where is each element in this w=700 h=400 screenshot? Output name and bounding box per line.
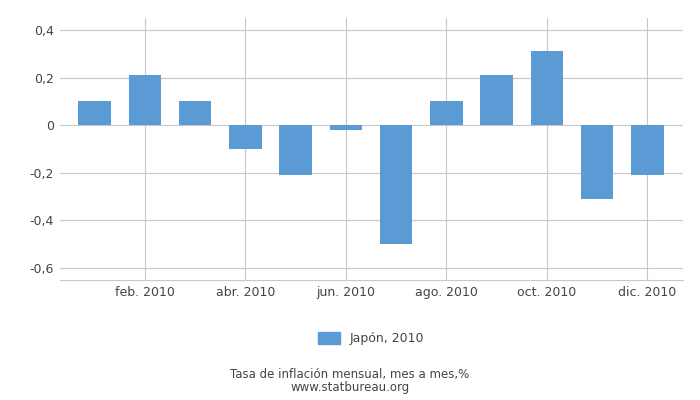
Bar xyxy=(229,125,262,149)
Bar xyxy=(78,101,111,125)
Text: www.statbureau.org: www.statbureau.org xyxy=(290,381,410,394)
Bar xyxy=(581,125,613,199)
Bar xyxy=(480,75,513,125)
Bar xyxy=(178,101,211,125)
Bar xyxy=(430,101,463,125)
Bar xyxy=(279,125,312,175)
Bar xyxy=(631,125,664,175)
Bar xyxy=(330,125,362,130)
Bar xyxy=(129,75,161,125)
Bar xyxy=(380,125,412,244)
Bar xyxy=(531,51,564,125)
Legend: Japón, 2010: Japón, 2010 xyxy=(312,326,430,351)
Text: Tasa de inflación mensual, mes a mes,%: Tasa de inflación mensual, mes a mes,% xyxy=(230,368,470,381)
